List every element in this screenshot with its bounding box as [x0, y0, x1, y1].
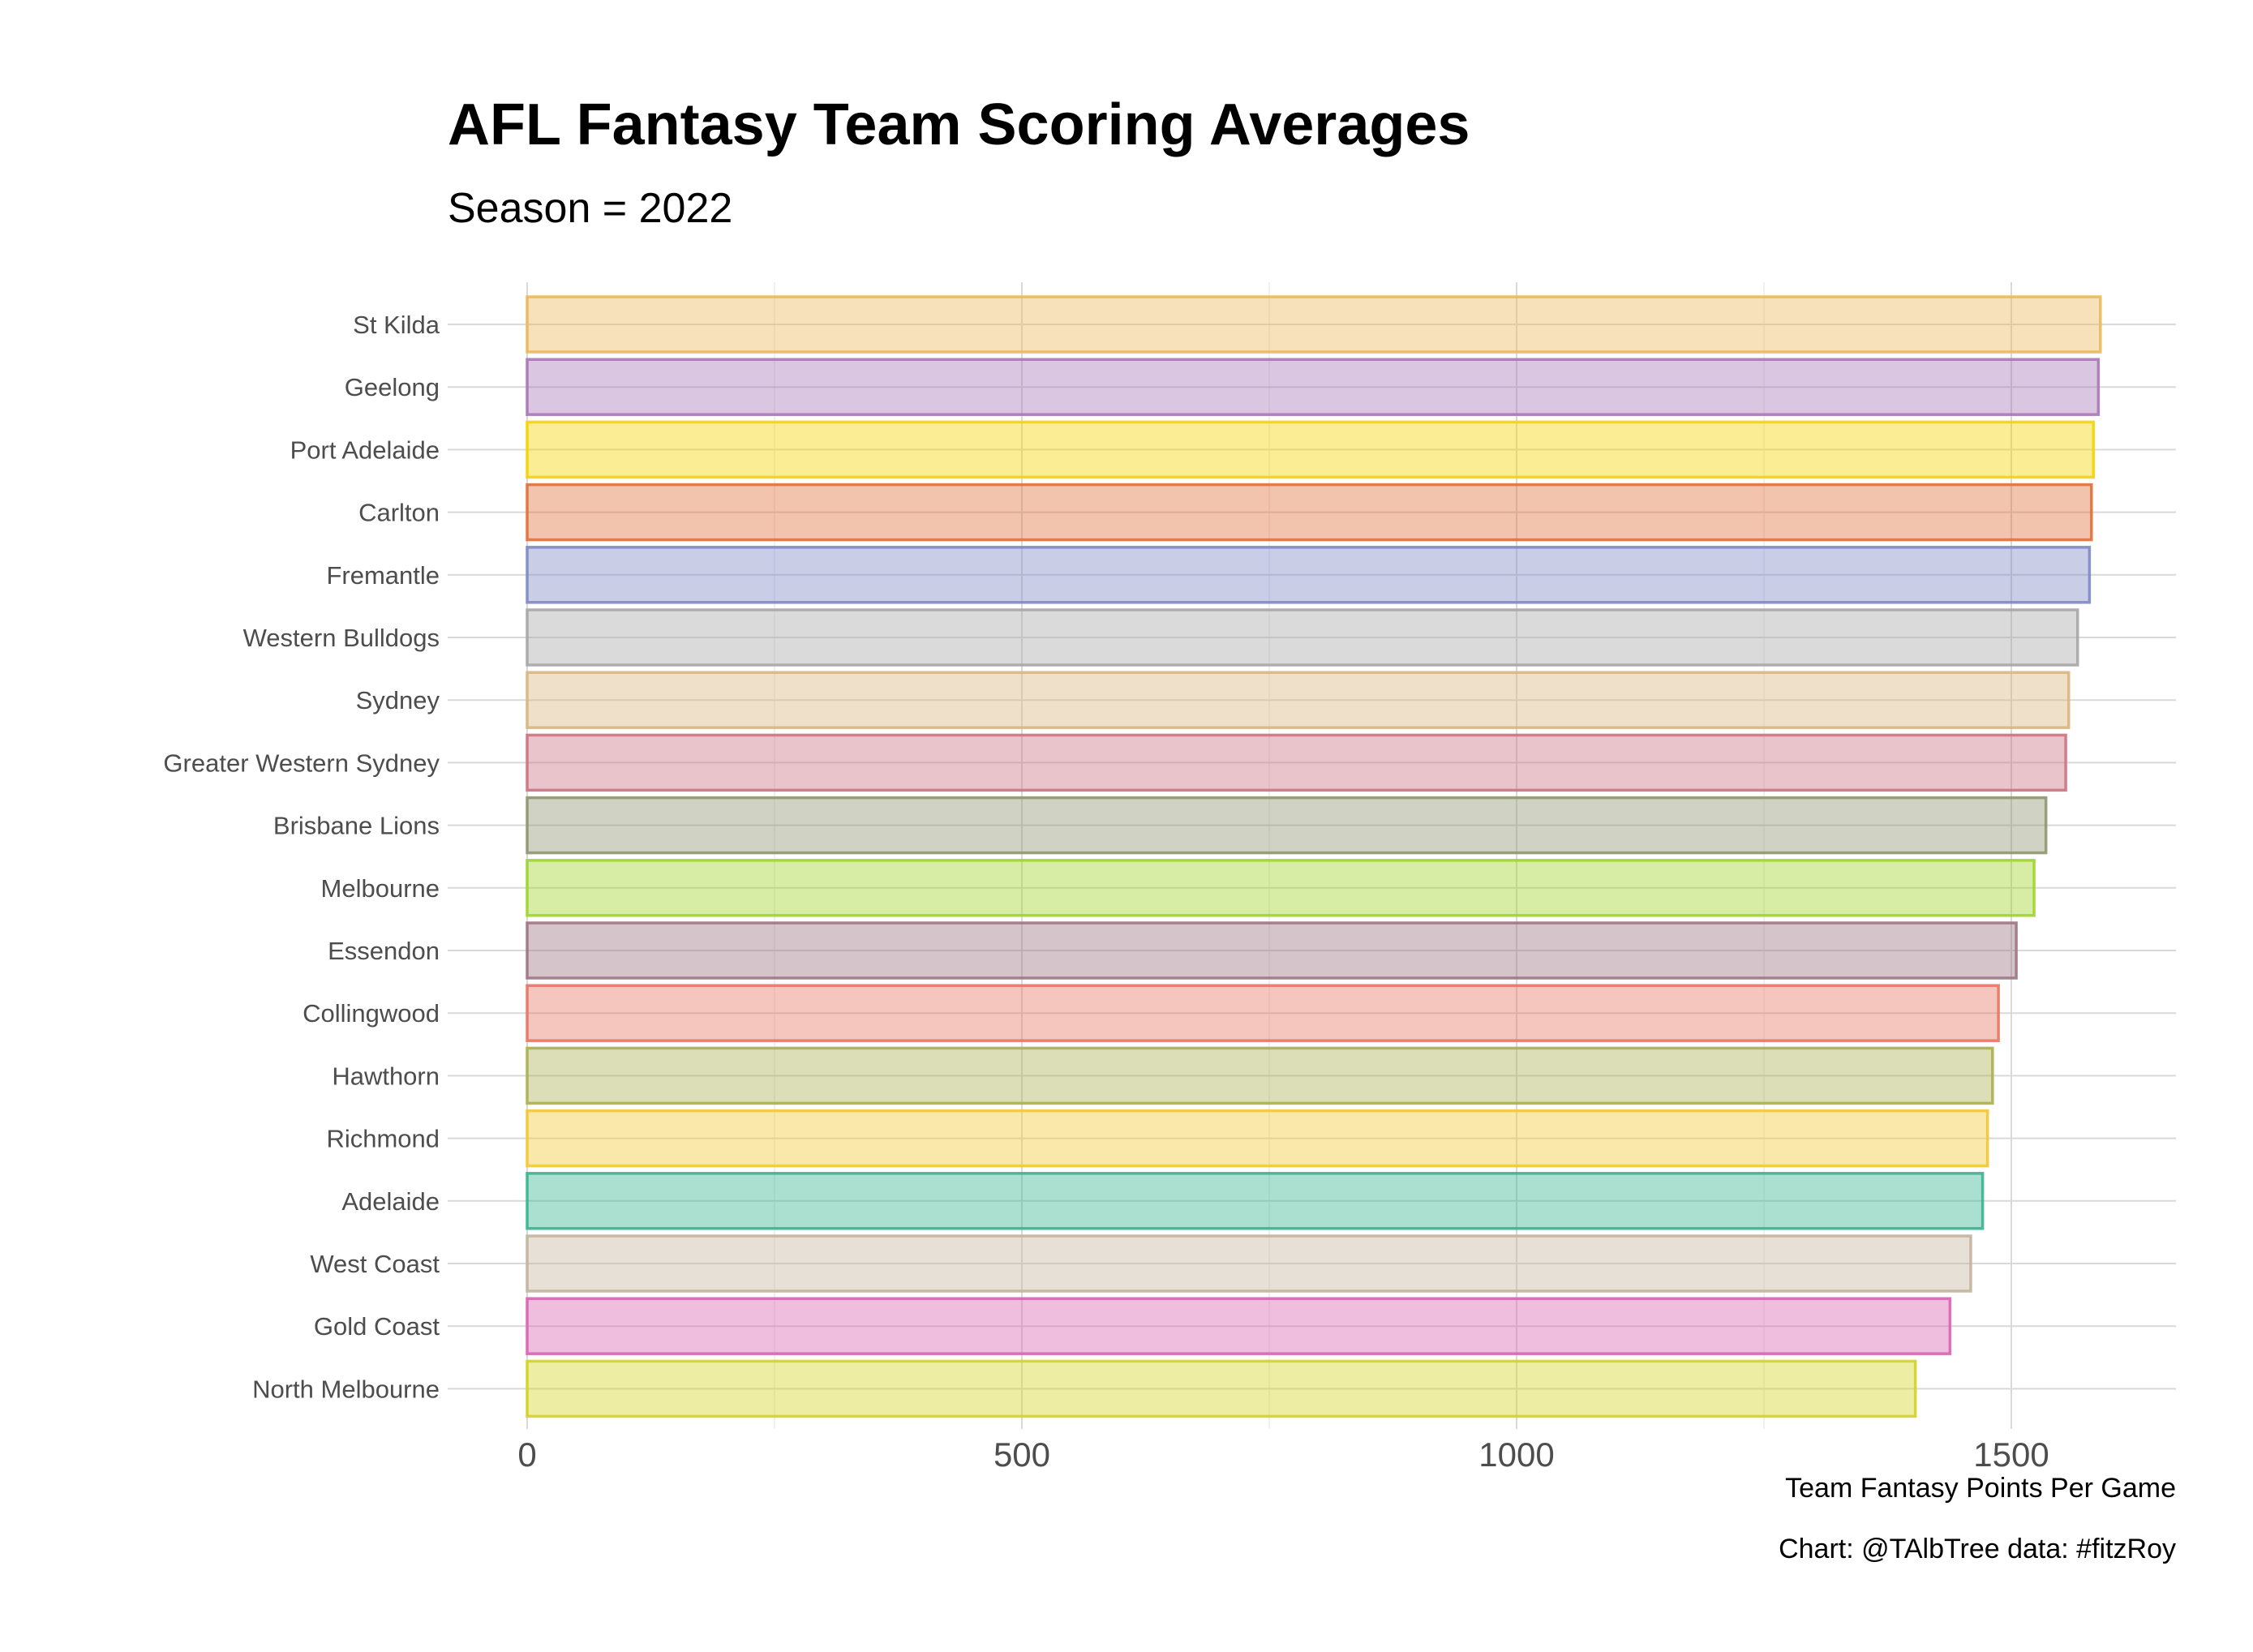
- chart-caption: Chart: @TAlbTree data: #fitzRoy: [1779, 1534, 2176, 1564]
- bar: [526, 1359, 1917, 1418]
- y-tick-label: Gold Coast: [314, 1312, 440, 1341]
- bar: [526, 859, 2036, 917]
- y-tick-label: Sydney: [356, 686, 440, 714]
- y-tick-label: Adelaide: [341, 1187, 440, 1216]
- bar: [526, 921, 2018, 980]
- bar: [526, 358, 2101, 416]
- y-tick-label: Geelong: [345, 373, 440, 401]
- y-tick-label: West Coast: [310, 1250, 440, 1278]
- x-tick-label: 1500: [1973, 1435, 2049, 1474]
- bar: [526, 1297, 1952, 1355]
- x-axis-tick-labels: 0 500 1000 1500: [517, 1435, 2049, 1474]
- x-tick-label: 500: [993, 1435, 1050, 1474]
- bar: [526, 671, 2071, 729]
- bar: [526, 546, 2092, 604]
- y-tick-label: St Kilda: [353, 311, 440, 339]
- bar: [526, 796, 2048, 855]
- x-axis-title: Team Fantasy Points Per Game: [1785, 1473, 2176, 1504]
- bars: [526, 295, 2102, 1418]
- bar: [526, 608, 2079, 667]
- y-tick-label: Hawthorn: [332, 1062, 440, 1090]
- y-tick-label: Collingwood: [303, 999, 440, 1028]
- bar: [526, 733, 2067, 792]
- chart-subtitle: Season = 2022: [448, 185, 732, 232]
- bar: [526, 295, 2102, 354]
- y-tick-label: Essendon: [328, 937, 440, 965]
- y-tick-label: Port Adelaide: [290, 436, 440, 464]
- bar: [526, 1109, 1989, 1168]
- bar: [526, 483, 2093, 542]
- bar: [526, 1046, 1994, 1105]
- bar: [526, 1234, 1972, 1293]
- y-axis-tick-labels: St Kilda Geelong Port Adelaide Carlton Frema…: [163, 311, 440, 1403]
- y-tick-label: Richmond: [326, 1125, 440, 1153]
- grid-lines: [448, 282, 2176, 1429]
- bar: [526, 1172, 1985, 1230]
- y-tick-label: North Melbourne: [252, 1375, 440, 1403]
- y-tick-label: Melbourne: [321, 874, 440, 903]
- y-tick-label: Western Bulldogs: [243, 624, 440, 652]
- y-tick-label: Carlton: [358, 499, 440, 527]
- bar: [526, 420, 2096, 479]
- x-tick-label: 0: [517, 1435, 536, 1474]
- y-tick-label: Fremantle: [326, 561, 440, 590]
- x-tick-label: 1000: [1478, 1435, 1554, 1474]
- y-tick-label: Brisbane Lions: [273, 812, 440, 840]
- bar: [526, 984, 2000, 1042]
- chart-title: AFL Fantasy Team Scoring Averages: [448, 92, 1470, 157]
- y-tick-label: Greater Western Sydney: [163, 749, 440, 777]
